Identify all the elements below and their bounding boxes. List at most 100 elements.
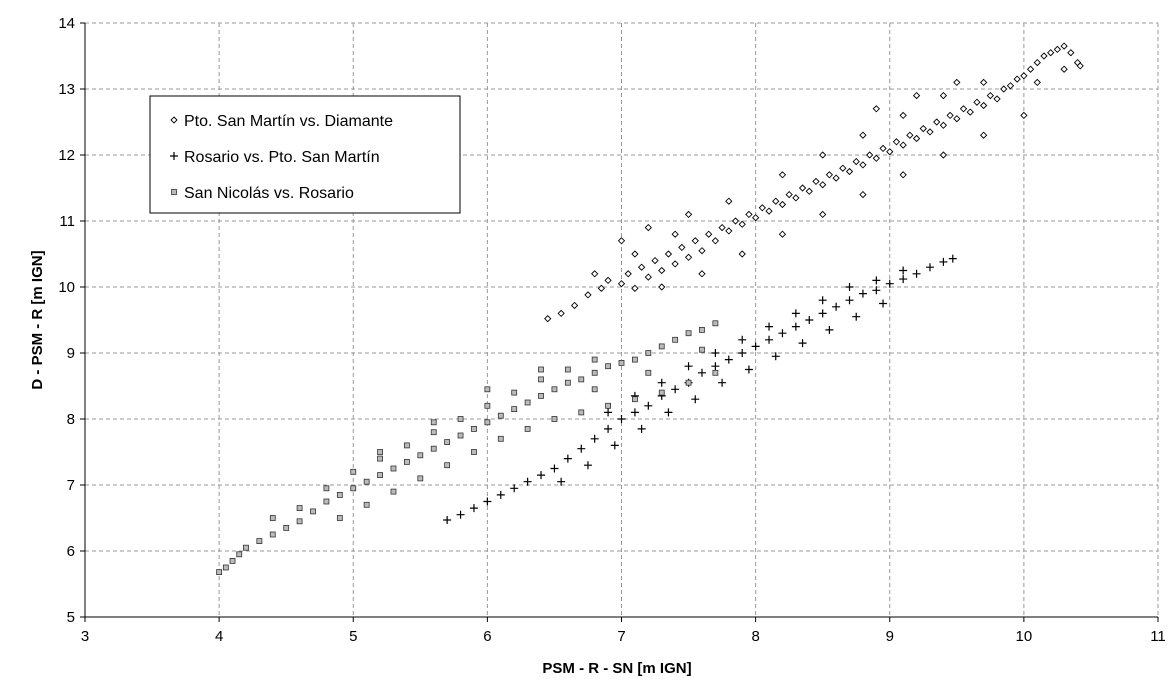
- y-tick-label: 6: [67, 543, 75, 560]
- data-points: [216, 42, 1084, 576]
- data-point: [604, 424, 613, 433]
- data-point: [390, 488, 397, 495]
- data-point: [699, 346, 705, 353]
- data-point: [243, 544, 249, 551]
- data-point: [684, 362, 693, 371]
- data-point: [751, 214, 760, 222]
- data-point: [731, 217, 740, 225]
- data-point: [685, 379, 692, 386]
- data-point: [899, 141, 907, 149]
- data-point: [557, 309, 565, 318]
- data-point: [1020, 72, 1028, 80]
- data-point: [583, 461, 592, 470]
- data-point: [671, 260, 679, 268]
- data-point: [1047, 49, 1055, 57]
- data-point: [644, 273, 652, 281]
- data-point: [363, 501, 370, 508]
- data-point: [658, 283, 666, 291]
- series-2: [443, 254, 957, 524]
- data-point: [658, 389, 665, 396]
- y-axis-ticks: 5 6 7 8 9 10 11 12 13 14: [58, 15, 85, 626]
- data-point: [604, 276, 612, 285]
- data-point: [557, 477, 566, 486]
- data-point: [912, 134, 921, 143]
- data-point: [926, 128, 934, 136]
- data-point: [671, 230, 679, 238]
- data-point: [323, 485, 330, 492]
- legend-label: San Nicolás vs. Rosario: [184, 185, 354, 202]
- data-point: [765, 335, 774, 344]
- data-point: [765, 207, 773, 215]
- data-point: [751, 342, 760, 351]
- data-point: [604, 408, 613, 417]
- data-point: [812, 177, 820, 186]
- data-point: [745, 210, 753, 219]
- data-point: [939, 121, 948, 129]
- data-point: [644, 401, 653, 410]
- data-point: [899, 171, 907, 179]
- y-tick-label: 11: [59, 213, 75, 230]
- data-point: [577, 444, 586, 453]
- data-point: [725, 197, 733, 205]
- data-point: [363, 478, 370, 485]
- data-point: [377, 455, 383, 462]
- data-point: [469, 504, 478, 513]
- data-point: [859, 131, 867, 139]
- data-point: [591, 356, 598, 363]
- data-point: [511, 389, 518, 396]
- data-point: [618, 359, 625, 366]
- data-point: [657, 378, 666, 387]
- data-point: [925, 263, 934, 272]
- data-point: [865, 151, 874, 159]
- data-point: [946, 111, 954, 120]
- data-point: [872, 286, 881, 295]
- data-point: [610, 441, 619, 450]
- data-point: [684, 210, 693, 219]
- data-point: [778, 171, 787, 179]
- data-point: [591, 270, 599, 278]
- data-point: [879, 299, 888, 308]
- data-point: [845, 283, 854, 291]
- x-tick-label: 7: [617, 628, 625, 645]
- data-point: [283, 525, 290, 531]
- y-tick-label: 10: [58, 279, 75, 296]
- data-point: [805, 316, 814, 324]
- data-point: [725, 227, 733, 235]
- data-point: [738, 250, 746, 258]
- data-point: [845, 167, 854, 176]
- data-point: [744, 365, 753, 374]
- data-point: [417, 475, 424, 482]
- data-point: [973, 98, 981, 106]
- data-point: [885, 279, 894, 288]
- data-point: [564, 366, 571, 373]
- data-point: [724, 355, 733, 364]
- data-point: [624, 270, 632, 278]
- y-tick-label: 5: [67, 609, 75, 626]
- data-point: [658, 266, 666, 275]
- series-3: [216, 320, 719, 576]
- data-point: [933, 118, 941, 126]
- data-point: [699, 326, 705, 333]
- data-point: [617, 280, 626, 288]
- data-point: [792, 194, 800, 202]
- data-point: [637, 424, 646, 433]
- legend-label: Rosario vs. Pto. San Martín: [184, 149, 380, 166]
- data-point: [591, 386, 598, 393]
- data-point: [310, 508, 316, 515]
- data-point: [912, 91, 921, 100]
- data-point: [771, 352, 780, 361]
- data-point: [430, 429, 437, 436]
- data-point: [403, 458, 410, 465]
- data-point: [645, 350, 652, 356]
- data-point: [671, 385, 680, 394]
- data-point: [524, 399, 531, 406]
- data-point: [511, 406, 518, 413]
- data-point: [959, 105, 968, 113]
- data-point: [1040, 52, 1048, 60]
- data-point: [222, 564, 229, 571]
- data-point: [953, 115, 961, 123]
- data-point: [350, 468, 357, 475]
- data-point: [684, 253, 693, 261]
- data-point: [390, 465, 397, 472]
- data-point: [336, 515, 343, 521]
